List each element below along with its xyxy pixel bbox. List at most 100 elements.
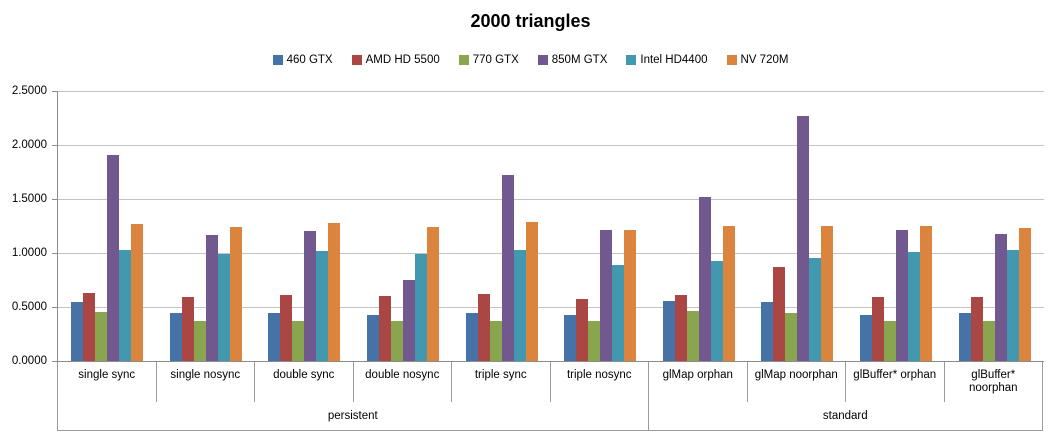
- bar: [268, 313, 281, 361]
- bar: [328, 222, 341, 361]
- bar: [994, 233, 1007, 361]
- legend-item: 770 GTX: [458, 54, 519, 66]
- bar: [525, 221, 538, 361]
- bar: [131, 223, 144, 361]
- bar-group: [847, 91, 946, 361]
- bar: [169, 313, 182, 361]
- category-axis-labels: single sync single nosync double sync doubl…: [57, 362, 1043, 402]
- legend-label: Intel HD4400: [640, 54, 708, 66]
- bar: [982, 321, 995, 361]
- gridline: [58, 253, 1044, 254]
- y-tick-mark: [52, 253, 57, 254]
- bar: [920, 226, 933, 361]
- bar-group: [650, 91, 749, 361]
- y-tick-mark: [52, 199, 57, 200]
- bar: [391, 321, 404, 361]
- legend-swatch-icon: [626, 55, 637, 65]
- bar: [674, 295, 687, 361]
- category-label: double nosync: [354, 362, 452, 402]
- category-label: single nosync: [157, 362, 255, 402]
- bar-group: [748, 91, 847, 361]
- bar: [797, 115, 810, 361]
- bar: [229, 227, 242, 361]
- bar-groups: [58, 91, 1044, 361]
- bar: [513, 249, 526, 361]
- bar: [809, 258, 822, 361]
- bar: [193, 321, 206, 361]
- legend: 460 GTX AMD HD 5500 770 GTX 850M GTX Intel H…: [0, 54, 1061, 66]
- bar: [773, 267, 786, 361]
- bar: [588, 321, 601, 361]
- bar: [662, 300, 675, 361]
- plot-area: [57, 91, 1044, 362]
- y-tick-mark: [52, 307, 57, 308]
- legend-swatch-icon: [458, 55, 469, 65]
- bar: [860, 314, 873, 361]
- y-tick-mark: [52, 361, 57, 362]
- category-label: glBuffer* noorphan: [945, 362, 1043, 402]
- bar: [292, 321, 305, 361]
- y-axis: 0.0000 0.5000 1.0000 1.5000 2.0000 2.5000: [0, 85, 57, 367]
- gridline: [58, 91, 1044, 92]
- bar-group: [157, 91, 256, 361]
- legend-item: Intel HD4400: [626, 54, 708, 66]
- bar: [1006, 249, 1019, 361]
- bar-group: [354, 91, 453, 361]
- bar: [761, 301, 774, 361]
- y-tick-label: 2.0000: [11, 139, 47, 151]
- bar: [785, 313, 798, 361]
- bar: [698, 196, 711, 361]
- legend-label: 460 GTX: [286, 54, 333, 66]
- bar: [379, 296, 392, 361]
- bar: [427, 227, 440, 361]
- y-tick-label: 0.5000: [11, 301, 47, 313]
- gridline: [58, 199, 1044, 200]
- legend-label: NV 720M: [740, 54, 789, 66]
- bar: [304, 231, 317, 361]
- legend-item: 850M GTX: [537, 54, 607, 66]
- bar: [908, 251, 921, 361]
- bar: [600, 230, 613, 361]
- category-label: glMap orphan: [649, 362, 748, 402]
- legend-item: 460 GTX: [272, 54, 333, 66]
- bar: [896, 230, 909, 361]
- bar: [686, 311, 699, 361]
- category-label: glBuffer* orphan: [846, 362, 945, 402]
- legend-swatch-icon: [537, 55, 548, 65]
- legend-swatch-icon: [726, 55, 737, 65]
- category-label: triple nosync: [551, 362, 649, 402]
- y-tick-label: 0.0000: [11, 355, 47, 367]
- chart-title: 2000 triangles: [470, 11, 591, 31]
- bar: [624, 230, 637, 361]
- y-tick-label: 2.5000: [11, 85, 47, 97]
- y-tick-mark: [52, 91, 57, 92]
- bar: [119, 249, 132, 361]
- bar: [564, 314, 577, 361]
- y-tick-label: 1.5000: [11, 193, 47, 205]
- category-label: single sync: [57, 362, 157, 402]
- bar: [205, 234, 218, 361]
- bar: [95, 312, 108, 361]
- bar-group: [255, 91, 354, 361]
- bar: [1018, 228, 1031, 361]
- category-label: double sync: [255, 362, 354, 402]
- bar: [970, 297, 983, 361]
- legend-label: 770 GTX: [472, 54, 519, 66]
- bar-group: [551, 91, 650, 361]
- bar: [501, 175, 514, 361]
- bar: [316, 250, 329, 361]
- bar: [722, 226, 735, 361]
- bar: [83, 292, 96, 361]
- legend-item: AMD HD 5500: [351, 54, 440, 66]
- bar: [415, 254, 428, 361]
- bar: [489, 321, 502, 361]
- bar: [958, 313, 971, 361]
- category-group-label: persistent: [57, 402, 649, 430]
- bar: [217, 254, 230, 361]
- gridline: [58, 307, 1044, 308]
- category-group-labels: persistent standard: [57, 402, 1043, 431]
- legend-item: NV 720M: [726, 54, 789, 66]
- bar: [280, 295, 293, 361]
- bar: [403, 280, 416, 361]
